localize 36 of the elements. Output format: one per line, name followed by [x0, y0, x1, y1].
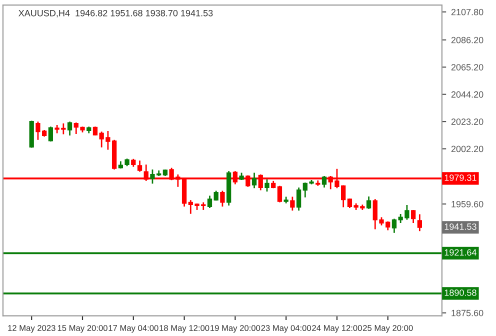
candlestick [417, 214, 422, 232]
y-tick-label: 1875.60 [452, 310, 484, 316]
y-tick-label: 2065.20 [451, 64, 484, 70]
x-tick-label: 19 May 20:00 [210, 325, 260, 333]
x-tick-label: 25 May 20:00 [363, 325, 413, 333]
y-tick-label: 2002.20 [451, 146, 484, 152]
candlestick [290, 196, 295, 212]
y-tick-label: 1959.60 [452, 200, 484, 208]
candlestick [264, 178, 270, 192]
y-tick-label: 2107.80 [451, 8, 484, 16]
y-tick-label: 2044.20 [451, 91, 484, 98]
candlestick [48, 126, 54, 142]
ref-line-label: 1890.58 [444, 289, 476, 296]
x-tick-label: 15 May 20:00 [58, 325, 108, 333]
candlestick [366, 196, 372, 210]
chart-title: XAUUSD,H4 1946.82 1951.68 1938.70 1941.53 [18, 10, 213, 18]
y-tick-label: 2023.20 [451, 118, 484, 125]
x-tick-label: 24 May 12:00 [312, 325, 362, 333]
candlestick [67, 120, 72, 136]
x-tick-label: 23 May 04:00 [261, 325, 311, 333]
candlestick [137, 160, 142, 172]
y-tick-label: 2086.20 [451, 36, 484, 44]
x-tick-label: 12 May 2023 [8, 325, 56, 333]
text: 1941.53 [444, 223, 476, 230]
x-tick-label: 17 May 04:00 [108, 325, 158, 333]
candlestick [410, 209, 416, 224]
x-tick-label: 18 May 12:00 [160, 325, 210, 333]
ref-line-label: 1921.64 [444, 249, 476, 256]
candlestick [392, 218, 397, 234]
candlestick [322, 175, 327, 188]
candlestick [207, 195, 212, 209]
candlestick [252, 172, 257, 189]
candlestick [296, 186, 302, 212]
candlestick [220, 190, 225, 208]
ref-line-label: 1979.31 [444, 174, 476, 181]
candlestick [277, 185, 282, 203]
